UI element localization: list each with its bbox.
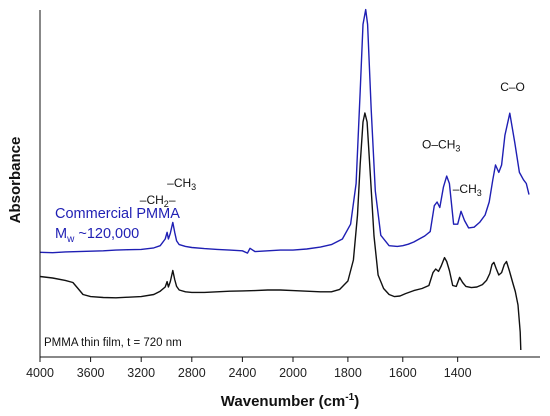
x-tick-label-2800: 2800 [178,366,206,380]
x-tick-label-3200: 3200 [127,366,155,380]
series-line-1 [39,112,522,351]
legend-black: PMMA thin film, t = 720 nm [44,337,182,349]
peak-annotation-3: C–O [500,80,525,94]
x-axis-title: Wavenumber (cm-1) [221,392,359,410]
x-tick-label-1600: 1600 [389,366,417,380]
x-tick-label-2000: 2000 [279,366,307,380]
x-tick-label-2400: 2400 [228,366,256,380]
x-tick-label-4000: 4000 [26,366,54,380]
axes: 4000 3600 3200 2800 2400 2000 1800 1600 1400 [26,10,540,380]
legend-blue-line2: Mw ~120,000 [55,226,139,245]
peak-annotation-1: O–CH3 [422,137,460,153]
peak-annotation-5: –CH3 [167,176,196,192]
plot-area [39,8,530,351]
legend-blue-line1: Commercial PMMA [55,206,180,222]
series-line-0 [39,8,530,254]
x-tick-label-1800: 1800 [334,366,362,380]
peak-annotation-2: –CH3 [453,182,482,198]
y-axis-title: Absorbance [7,137,24,224]
x-tick-label-3600: 3600 [77,366,105,380]
peak-annotation-4: –CH2– [140,193,176,209]
x-tick-label-1400: 1400 [444,366,472,380]
labels: Wavenumber (cm-1)AbsorbanceC=OO–CH3–CH3C… [7,80,525,410]
